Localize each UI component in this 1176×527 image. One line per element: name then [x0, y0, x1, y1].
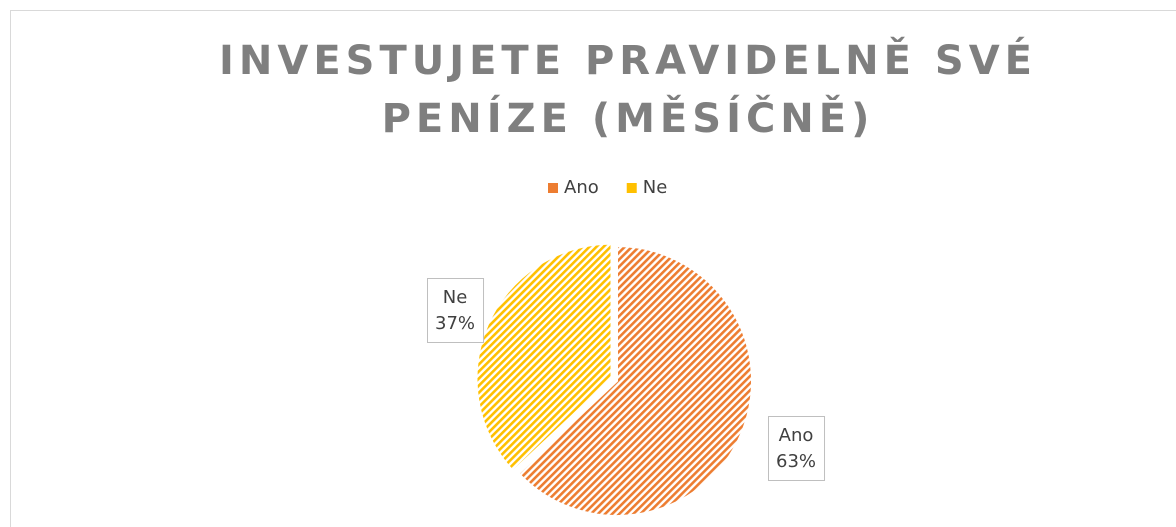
data-label-value: 37% — [435, 313, 475, 334]
data-label: Ano 63% — [768, 416, 826, 481]
data-label-category: Ano — [779, 425, 814, 446]
data-label-category: Ne — [443, 287, 468, 308]
data-label-value: 63% — [776, 451, 816, 472]
pie-slice — [517, 244, 753, 517]
legend-swatch — [626, 183, 637, 193]
legend-label: Ne — [643, 177, 668, 198]
data-label-box — [427, 278, 485, 343]
data-label-box — [768, 416, 826, 481]
data-label: Ne 37% — [427, 278, 485, 343]
legend-label: Ano — [564, 177, 599, 198]
legend-swatch — [548, 183, 558, 193]
pie-slice — [475, 242, 613, 473]
chart-title: INVESTUJETE PRAVIDELNĚ SVÉ PENÍZE (MĚSÍČ… — [219, 38, 1037, 142]
